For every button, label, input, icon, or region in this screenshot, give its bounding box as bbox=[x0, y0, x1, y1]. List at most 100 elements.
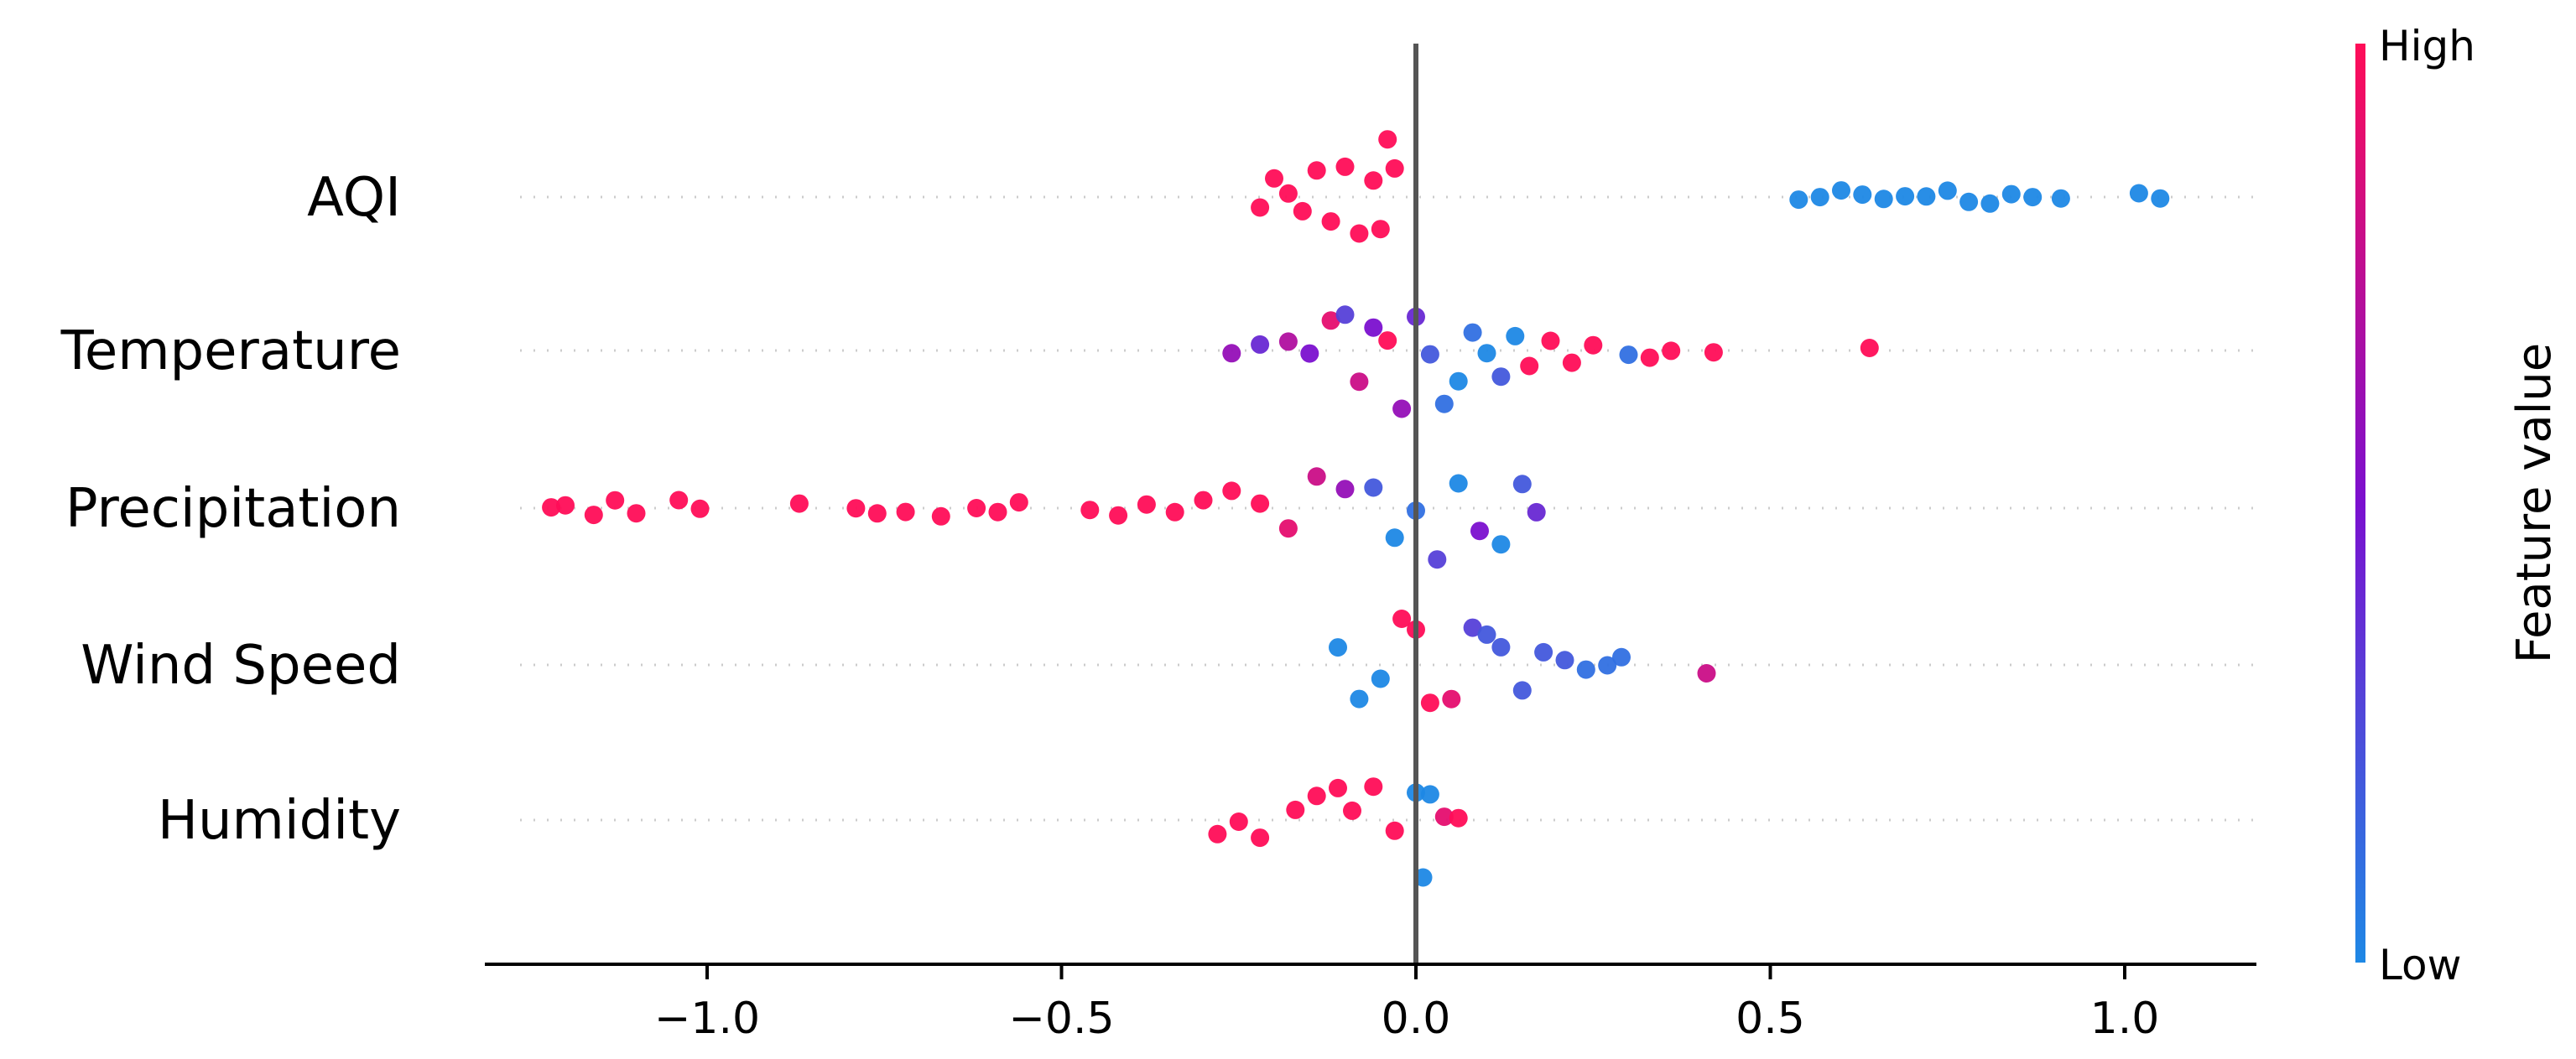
shap-point bbox=[1959, 192, 1979, 211]
shap-point bbox=[627, 504, 646, 523]
x-tick-label: −1.0 bbox=[654, 994, 760, 1044]
shap-point bbox=[1662, 341, 1681, 361]
colorbar-gradient bbox=[2355, 44, 2365, 963]
shap-point bbox=[1917, 187, 1936, 206]
shap-point bbox=[1321, 212, 1340, 231]
shap-point bbox=[1477, 344, 1496, 363]
shap-point bbox=[1428, 550, 1447, 569]
shap-point bbox=[1449, 474, 1468, 493]
shap-point bbox=[1350, 224, 1369, 243]
shap-point bbox=[1704, 343, 1723, 362]
shap-point bbox=[1576, 660, 1595, 679]
shap-point bbox=[1463, 323, 1482, 342]
shap-point bbox=[967, 499, 986, 517]
shap-point bbox=[1491, 535, 1511, 554]
shap-point bbox=[1364, 171, 1383, 190]
shap-point bbox=[1364, 777, 1383, 797]
shap-point bbox=[1562, 353, 1581, 372]
shap-point bbox=[1541, 331, 1560, 350]
shap-point bbox=[1463, 618, 1482, 637]
feature-row-guides bbox=[520, 195, 2256, 822]
shap-point bbox=[1874, 189, 1893, 209]
shap-point bbox=[1860, 339, 1879, 357]
shap-point bbox=[1512, 475, 1532, 494]
shap-point bbox=[1534, 642, 1553, 662]
shap-point bbox=[1321, 311, 1340, 330]
shap-point bbox=[1512, 681, 1532, 700]
shap-point bbox=[1251, 828, 1270, 848]
shap-point bbox=[1300, 344, 1319, 363]
shap-point bbox=[1251, 335, 1270, 354]
shap-point bbox=[1371, 669, 1390, 688]
shap-point bbox=[1335, 305, 1355, 324]
shap-point bbox=[1491, 637, 1511, 657]
shap-point bbox=[1434, 394, 1454, 413]
shap-points bbox=[542, 130, 2170, 887]
shap-point bbox=[1329, 778, 1347, 797]
shap-point bbox=[1810, 188, 1829, 207]
shap-point bbox=[1392, 610, 1412, 628]
shap-point bbox=[1385, 158, 1404, 178]
shap-point bbox=[1938, 181, 1957, 200]
shap-point bbox=[1350, 689, 1369, 709]
shap-point bbox=[1251, 494, 1270, 513]
feature-label: Precipitation bbox=[65, 478, 401, 540]
shap-point bbox=[1896, 187, 1915, 206]
shap-point bbox=[1520, 356, 1539, 376]
shap-point bbox=[1378, 130, 1397, 149]
shap-point bbox=[846, 499, 866, 518]
shap-point bbox=[1477, 625, 1496, 644]
shap-point bbox=[1378, 331, 1397, 350]
x-tick-label: 0.0 bbox=[1382, 994, 1451, 1044]
shap-point bbox=[1619, 345, 1638, 365]
feature-label: AQI bbox=[307, 167, 401, 229]
shap-point bbox=[1307, 161, 1326, 180]
shap-point bbox=[690, 499, 710, 518]
colorbar-title: Feature value bbox=[2507, 343, 2562, 663]
shap-point bbox=[1392, 399, 1412, 418]
shap-point bbox=[2051, 189, 2070, 208]
shap-point bbox=[1697, 664, 1716, 683]
shap-point bbox=[1194, 491, 1213, 510]
shap-point bbox=[1420, 345, 1439, 364]
shap-point bbox=[1364, 318, 1383, 337]
shap-point bbox=[1307, 786, 1326, 806]
shap-point bbox=[931, 506, 950, 526]
shap-point bbox=[1640, 348, 1659, 367]
shap-point bbox=[1278, 332, 1298, 351]
shap-point bbox=[1385, 821, 1404, 840]
shap-point bbox=[1165, 502, 1184, 522]
shap-point bbox=[1832, 181, 1850, 200]
shap-point bbox=[556, 496, 575, 515]
shap-point bbox=[1527, 502, 1546, 522]
colorbar: High Low Feature value bbox=[2355, 22, 2562, 989]
shap-point bbox=[1612, 647, 1631, 667]
feature-labels: AQI Temperature Precipitation Wind Speed Hum… bbox=[60, 167, 401, 852]
shap-point bbox=[896, 502, 915, 522]
shap-point bbox=[2151, 189, 2170, 208]
shap-point bbox=[1491, 367, 1511, 387]
shap-point bbox=[1109, 506, 1128, 525]
shap-point bbox=[2023, 188, 2043, 207]
colorbar-high-label: High bbox=[2379, 22, 2475, 70]
shap-point bbox=[1265, 169, 1283, 188]
shap-point bbox=[1364, 478, 1383, 497]
x-tick-label: 1.0 bbox=[2090, 994, 2160, 1044]
shap-point bbox=[1286, 800, 1305, 819]
shap-point bbox=[606, 491, 625, 510]
shap-point bbox=[1449, 371, 1468, 391]
shap-point bbox=[1222, 344, 1241, 363]
shap-point bbox=[789, 494, 809, 513]
shap-point bbox=[2001, 184, 2021, 204]
shap-point bbox=[1598, 656, 1617, 675]
shap-point bbox=[2129, 184, 2148, 203]
shap-point bbox=[1329, 638, 1347, 657]
x-axis: −1.0 −0.5 0.0 0.5 1.0 bbox=[485, 963, 2256, 1044]
feature-label: Wind Speed bbox=[81, 635, 401, 697]
shap-point bbox=[1137, 495, 1156, 514]
shap-point bbox=[1222, 481, 1241, 501]
shap-point bbox=[1420, 785, 1439, 804]
shap-point bbox=[669, 491, 689, 510]
shap-point bbox=[542, 498, 561, 517]
